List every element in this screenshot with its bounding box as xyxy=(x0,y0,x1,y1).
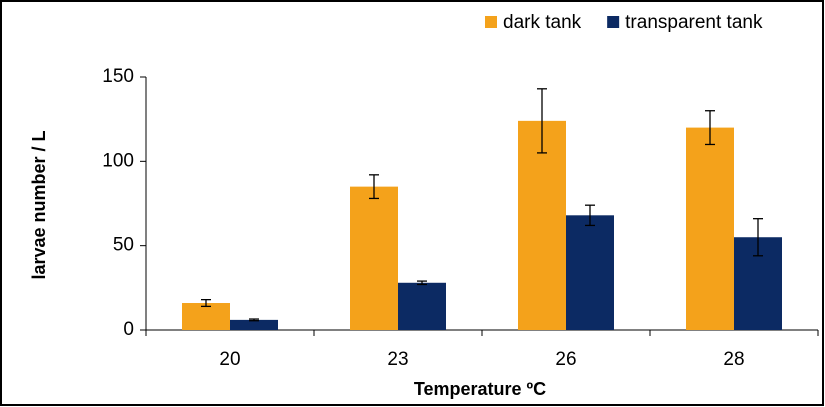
y-tick-label: 100 xyxy=(102,150,134,171)
error-bar xyxy=(753,218,763,257)
y-tick-label: 150 xyxy=(102,66,134,87)
x-tick-label: 23 xyxy=(387,349,408,370)
error-bar xyxy=(705,110,715,146)
bar xyxy=(230,319,278,330)
legend-label: transparent tank xyxy=(625,12,763,33)
bar xyxy=(182,303,230,330)
error-bar xyxy=(249,318,259,322)
y-tick-label: 0 xyxy=(123,319,134,340)
error-bar xyxy=(585,204,595,227)
x-axis-label: Temperature ºC xyxy=(414,379,546,399)
bar xyxy=(398,282,446,330)
error-bar xyxy=(537,88,547,154)
bar xyxy=(518,120,566,330)
legend-swatch xyxy=(485,16,497,28)
y-axis-label: larvae number / L xyxy=(29,130,49,279)
error-bar xyxy=(417,280,427,286)
error-bar xyxy=(369,174,379,200)
x-tick-label: 28 xyxy=(723,349,744,370)
legend-label: dark tank xyxy=(503,12,582,33)
legend-swatch xyxy=(607,16,620,28)
x-tick-label: 26 xyxy=(555,349,576,370)
bar xyxy=(686,127,734,330)
error-bar xyxy=(201,298,211,308)
bar xyxy=(566,215,614,330)
bar xyxy=(350,186,398,330)
y-tick-label: 50 xyxy=(113,235,134,256)
x-tick-label: 20 xyxy=(219,349,240,370)
